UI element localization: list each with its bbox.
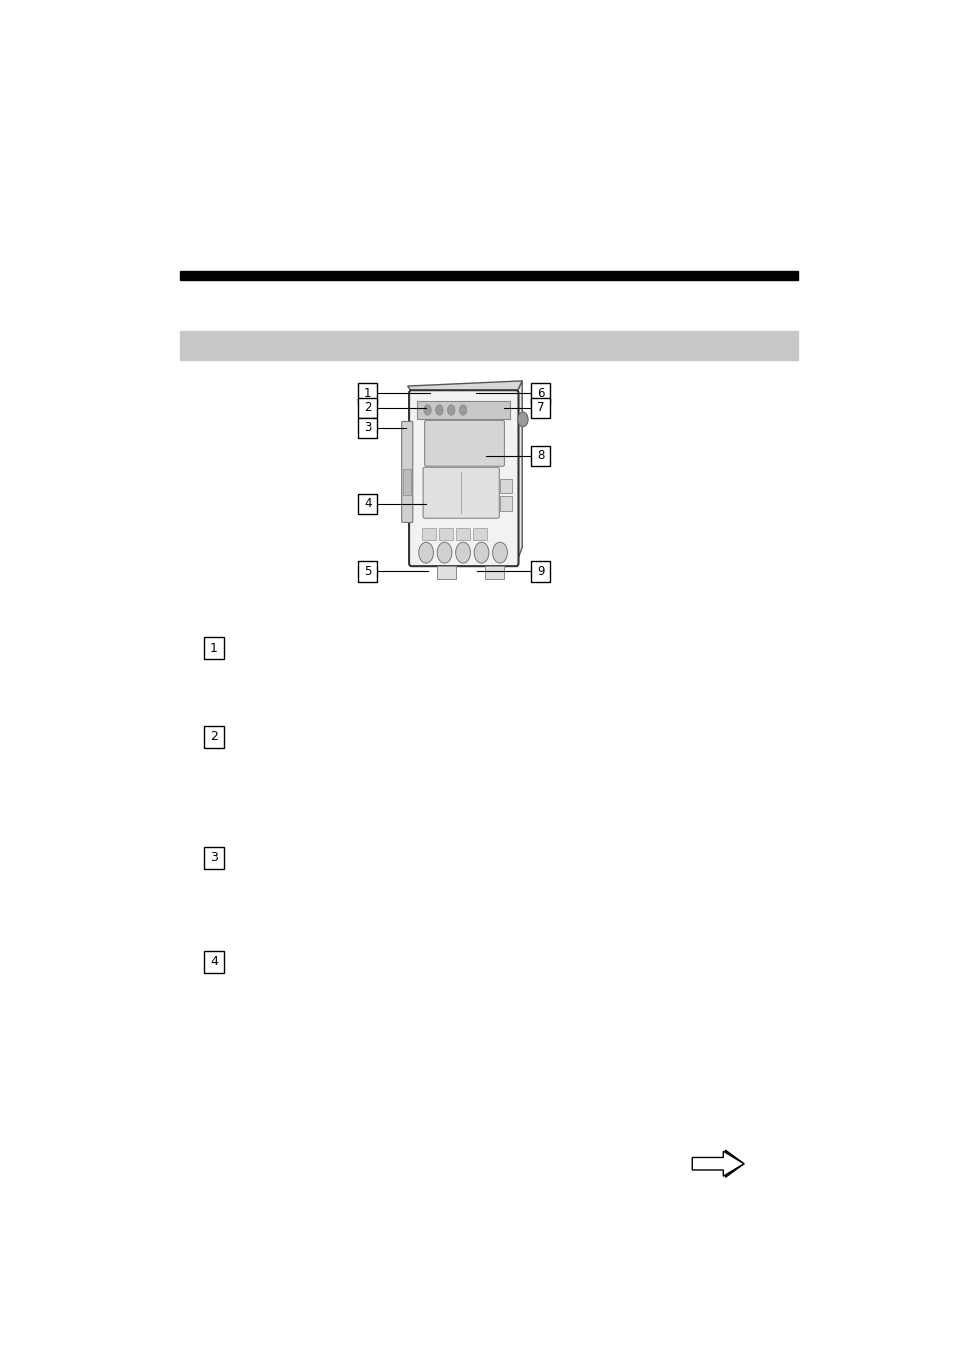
Bar xyxy=(357,561,376,581)
FancyBboxPatch shape xyxy=(401,422,413,522)
Text: 9: 9 xyxy=(537,565,544,577)
FancyBboxPatch shape xyxy=(409,391,518,566)
Circle shape xyxy=(423,404,431,415)
FancyBboxPatch shape xyxy=(424,420,504,466)
Text: 3: 3 xyxy=(364,422,371,434)
Text: 1: 1 xyxy=(210,642,217,654)
Circle shape xyxy=(517,412,528,427)
Polygon shape xyxy=(516,381,521,562)
Bar xyxy=(456,527,469,541)
Circle shape xyxy=(474,542,488,562)
Bar xyxy=(473,527,486,541)
Text: 7: 7 xyxy=(537,402,544,415)
Text: 2: 2 xyxy=(210,730,217,744)
Text: 6: 6 xyxy=(537,387,544,400)
Circle shape xyxy=(436,542,452,562)
Text: 8: 8 xyxy=(537,449,544,462)
Bar xyxy=(403,469,411,495)
Bar xyxy=(499,496,512,511)
Circle shape xyxy=(456,542,470,562)
Text: 4: 4 xyxy=(210,956,217,968)
Text: 5: 5 xyxy=(364,565,371,577)
Bar xyxy=(531,561,550,581)
Polygon shape xyxy=(724,1151,743,1178)
Bar xyxy=(180,270,797,280)
Bar xyxy=(531,383,550,403)
Text: 1: 1 xyxy=(363,387,371,400)
Circle shape xyxy=(436,404,442,415)
Circle shape xyxy=(492,542,507,562)
FancyBboxPatch shape xyxy=(423,468,498,518)
Bar xyxy=(357,493,376,514)
Circle shape xyxy=(447,404,455,415)
Bar xyxy=(180,331,797,360)
Bar xyxy=(439,527,453,541)
Text: 3: 3 xyxy=(210,852,217,864)
Text: 4: 4 xyxy=(363,498,371,510)
Bar xyxy=(203,638,224,660)
Polygon shape xyxy=(407,381,521,393)
Bar xyxy=(416,400,510,419)
Bar xyxy=(695,1159,724,1168)
Bar xyxy=(422,527,436,541)
Circle shape xyxy=(418,542,433,562)
Bar xyxy=(531,397,550,418)
Bar xyxy=(357,418,376,438)
Bar xyxy=(203,726,224,748)
Bar xyxy=(499,479,512,493)
Bar xyxy=(357,383,376,403)
Bar xyxy=(203,846,224,868)
Bar xyxy=(203,950,224,972)
Polygon shape xyxy=(692,1152,743,1176)
Text: 2: 2 xyxy=(363,402,371,415)
Bar xyxy=(436,566,456,579)
Bar xyxy=(485,566,503,579)
Bar xyxy=(531,446,550,466)
Circle shape xyxy=(459,404,466,415)
Bar xyxy=(357,397,376,418)
